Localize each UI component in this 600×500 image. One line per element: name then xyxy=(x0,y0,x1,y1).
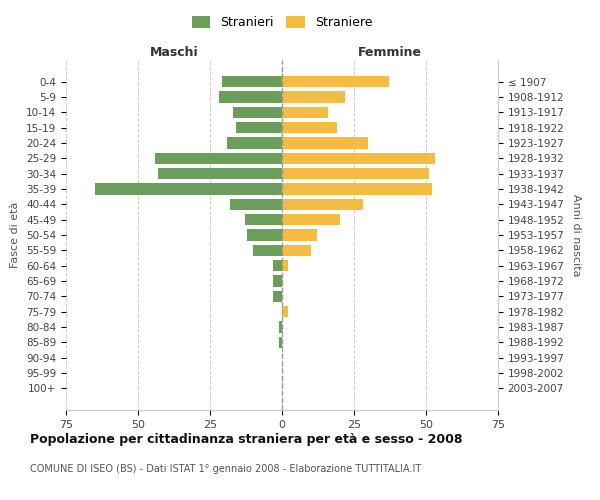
Bar xyxy=(236,122,282,134)
Text: Maschi: Maschi xyxy=(149,46,199,59)
Bar xyxy=(282,229,317,241)
Bar xyxy=(279,322,282,333)
Bar xyxy=(245,214,282,226)
Bar xyxy=(218,91,282,102)
Bar xyxy=(282,137,368,148)
Y-axis label: Fasce di età: Fasce di età xyxy=(10,202,20,268)
Legend: Stranieri, Straniere: Stranieri, Straniere xyxy=(187,11,377,34)
Bar xyxy=(274,290,282,302)
Text: COMUNE DI ISEO (BS) - Dati ISTAT 1° gennaio 2008 - Elaborazione TUTTITALIA.IT: COMUNE DI ISEO (BS) - Dati ISTAT 1° genn… xyxy=(30,464,421,474)
Bar xyxy=(282,198,362,210)
Bar xyxy=(282,106,328,118)
Bar xyxy=(233,106,282,118)
Bar xyxy=(282,168,429,179)
Bar xyxy=(95,183,282,194)
Text: Femmine: Femmine xyxy=(358,46,422,59)
Bar xyxy=(282,91,346,102)
Bar xyxy=(282,122,337,134)
Text: Popolazione per cittadinanza straniera per età e sesso - 2008: Popolazione per cittadinanza straniera p… xyxy=(30,432,463,446)
Bar xyxy=(282,260,288,272)
Bar xyxy=(282,76,389,88)
Bar xyxy=(230,198,282,210)
Bar xyxy=(155,152,282,164)
Bar xyxy=(221,76,282,88)
Bar xyxy=(227,137,282,148)
Bar xyxy=(247,229,282,241)
Y-axis label: Anni di nascita: Anni di nascita xyxy=(571,194,581,276)
Bar xyxy=(282,306,288,318)
Bar xyxy=(282,214,340,226)
Bar xyxy=(282,244,311,256)
Bar xyxy=(253,244,282,256)
Bar xyxy=(282,152,434,164)
Bar xyxy=(274,260,282,272)
Bar xyxy=(158,168,282,179)
Bar xyxy=(282,183,432,194)
Bar xyxy=(279,336,282,348)
Bar xyxy=(274,276,282,287)
